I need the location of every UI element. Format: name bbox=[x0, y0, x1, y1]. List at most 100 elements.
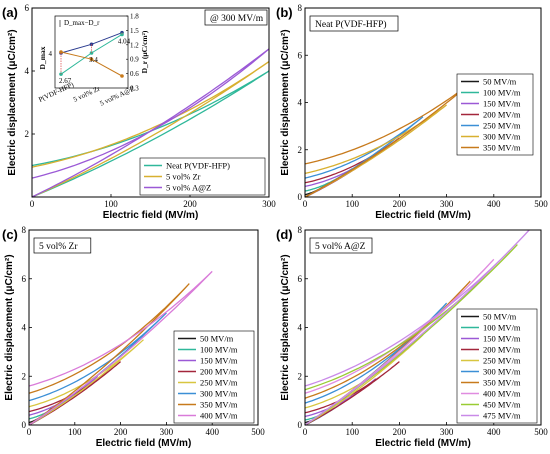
legend-label: 400 MV/m bbox=[200, 411, 238, 421]
x-tick-label: 300 bbox=[262, 199, 276, 209]
legend-label: 150 MV/m bbox=[483, 99, 521, 109]
inset-right-tick: 0.6 bbox=[130, 70, 139, 78]
y-tick-label: 6 bbox=[298, 50, 303, 60]
x-tick-label: 0 bbox=[303, 199, 308, 209]
inset-dr-point bbox=[120, 74, 124, 78]
inset-right-tick: 0.3 bbox=[130, 85, 139, 93]
legend-label: 100 MV/m bbox=[483, 323, 521, 333]
legend-box bbox=[173, 330, 255, 424]
y-tick-label: 8 bbox=[22, 225, 27, 235]
legend-label: 350 MV/m bbox=[200, 400, 238, 410]
x-tick-label: 0 bbox=[303, 427, 308, 437]
x-tick-label: 500 bbox=[534, 199, 548, 209]
y-tick-label: 6 bbox=[298, 274, 303, 284]
x-axis-label: Electric field (MV/m) bbox=[375, 210, 471, 221]
y-tick-label: 8 bbox=[298, 3, 303, 13]
inset: 2.67 3.4 4.04 D_max−D_r 4D_max 0.3 0.6 0.9 1.2 1.… bbox=[37, 13, 149, 108]
y-axis-label: Electric displacement (μC/cm²) bbox=[4, 254, 15, 400]
series-loop bbox=[304, 258, 495, 426]
inset-right-label: D_r (μC/cm²) bbox=[140, 30, 149, 73]
inset-right-tick: 1.5 bbox=[130, 27, 139, 35]
series-loop bbox=[28, 270, 213, 426]
legend-label: Neat P(VDF-HFP) bbox=[166, 161, 230, 171]
legend-label: 100 MV/m bbox=[483, 88, 521, 98]
y-tick-label: 6 bbox=[22, 274, 27, 284]
tag-box bbox=[309, 15, 399, 32]
legend-label: 250 MV/m bbox=[483, 356, 521, 366]
panel-tag: 5 vol% A@Z bbox=[315, 242, 366, 252]
y-tick-label: 4 bbox=[298, 323, 303, 333]
inset-value-label: 2.67 bbox=[59, 77, 72, 85]
y-tick-label: 2 bbox=[298, 145, 303, 155]
panel-tag: @ 300 MV/m bbox=[210, 14, 264, 24]
legend-label: 200 MV/m bbox=[483, 110, 521, 120]
x-tick-label: 500 bbox=[534, 427, 548, 437]
legend-label: 300 MV/m bbox=[200, 389, 238, 399]
x-tick-label: 100 bbox=[345, 427, 359, 437]
series-loop bbox=[28, 361, 122, 426]
legend-label: 50 MV/m bbox=[483, 312, 517, 322]
x-tick-label: 400 bbox=[487, 427, 501, 437]
x-tick-label: 100 bbox=[68, 427, 82, 437]
x-tick-label: 200 bbox=[183, 199, 197, 209]
inset-right-tick: 0.9 bbox=[130, 56, 139, 64]
inset-dr-point bbox=[89, 57, 94, 61]
y-tick-label: 0 bbox=[298, 420, 303, 430]
tag-box bbox=[309, 237, 373, 254]
panel-b: 0 100 200 300 400 500 0 2 4 6 8 Electric field (MV/… bbox=[276, 3, 548, 221]
y-tick-label: 2 bbox=[25, 129, 30, 139]
inset-right-tick: 1.2 bbox=[130, 41, 139, 49]
inset-value-label: 4.04 bbox=[118, 37, 131, 45]
y-tick-label: 8 bbox=[298, 225, 303, 235]
panel-c: 0 100 200 300 400 500 0 2 4 6 8 Electric field (MV/… bbox=[2, 225, 265, 449]
y-tick-label: 0 bbox=[298, 192, 303, 202]
series-loop bbox=[304, 244, 518, 426]
tag-box bbox=[33, 237, 92, 254]
x-tick-label: 300 bbox=[440, 199, 454, 209]
legend-label: 475 MV/m bbox=[483, 411, 521, 421]
legend-label: 250 MV/m bbox=[200, 378, 238, 388]
x-axis-label: Electric field (MV/m) bbox=[103, 210, 199, 221]
series-loop bbox=[304, 104, 448, 198]
inset-left-label: D_max bbox=[38, 46, 47, 69]
legend-label: 5 vol% Zr bbox=[166, 172, 201, 182]
x-tick-label: 300 bbox=[440, 427, 454, 437]
y-tick-label: 4 bbox=[298, 98, 303, 108]
x-tick-label: 100 bbox=[345, 199, 359, 209]
x-tick-label: 0 bbox=[27, 427, 32, 437]
y-tick-label: 6 bbox=[25, 3, 30, 13]
y-tick-label: 4 bbox=[25, 66, 30, 76]
legend-label: 100 MV/m bbox=[200, 345, 238, 355]
panel-tag: Neat P(VDF-HFP) bbox=[315, 19, 387, 30]
x-tick-label: 500 bbox=[251, 427, 265, 437]
inset-left-tick: 4 bbox=[49, 50, 53, 58]
x-tick-label: 100 bbox=[104, 199, 118, 209]
legend-label: 50 MV/m bbox=[200, 334, 234, 344]
legend-label: 150 MV/m bbox=[483, 334, 521, 344]
legend-label: 150 MV/m bbox=[200, 356, 238, 366]
x-tick-label: 300 bbox=[160, 427, 174, 437]
inset-annotation: D_max−D_r bbox=[64, 19, 100, 27]
x-axis-label: Electric field (MV/m) bbox=[375, 438, 471, 449]
x-tick-label: 200 bbox=[393, 427, 407, 437]
panel-d: 0 100 200 300 400 500 0 2 4 6 8 Electric field (MV/… bbox=[276, 225, 548, 449]
legend-label: 450 MV/m bbox=[483, 400, 521, 410]
panel-tag: 5 vol% Zr bbox=[39, 242, 78, 252]
x-tick-label: 0 bbox=[30, 199, 35, 209]
tag-box bbox=[204, 9, 268, 26]
series-loop bbox=[28, 283, 190, 426]
y-tick-label: 4 bbox=[22, 323, 27, 333]
y-tick-label: 0 bbox=[22, 420, 27, 430]
legend-label: 300 MV/m bbox=[483, 132, 521, 142]
x-axis-label: Electric field (MV/m) bbox=[96, 438, 192, 449]
y-axis-label: Electric displacement (μC/cm²) bbox=[280, 29, 291, 175]
legend-label: 5 vol% A@Z bbox=[166, 183, 211, 193]
series-loop bbox=[28, 339, 144, 426]
inset-right-tick: 1.8 bbox=[130, 13, 139, 21]
panel-a: 0 100 200 300 2 4 6 Electric field (MV/m) Electr… bbox=[2, 3, 276, 221]
inset-value-label: 3.4 bbox=[89, 56, 98, 64]
inset-diff-point bbox=[120, 32, 124, 37]
legend-label: 200 MV/m bbox=[483, 345, 521, 355]
x-tick-label: 200 bbox=[393, 199, 407, 209]
